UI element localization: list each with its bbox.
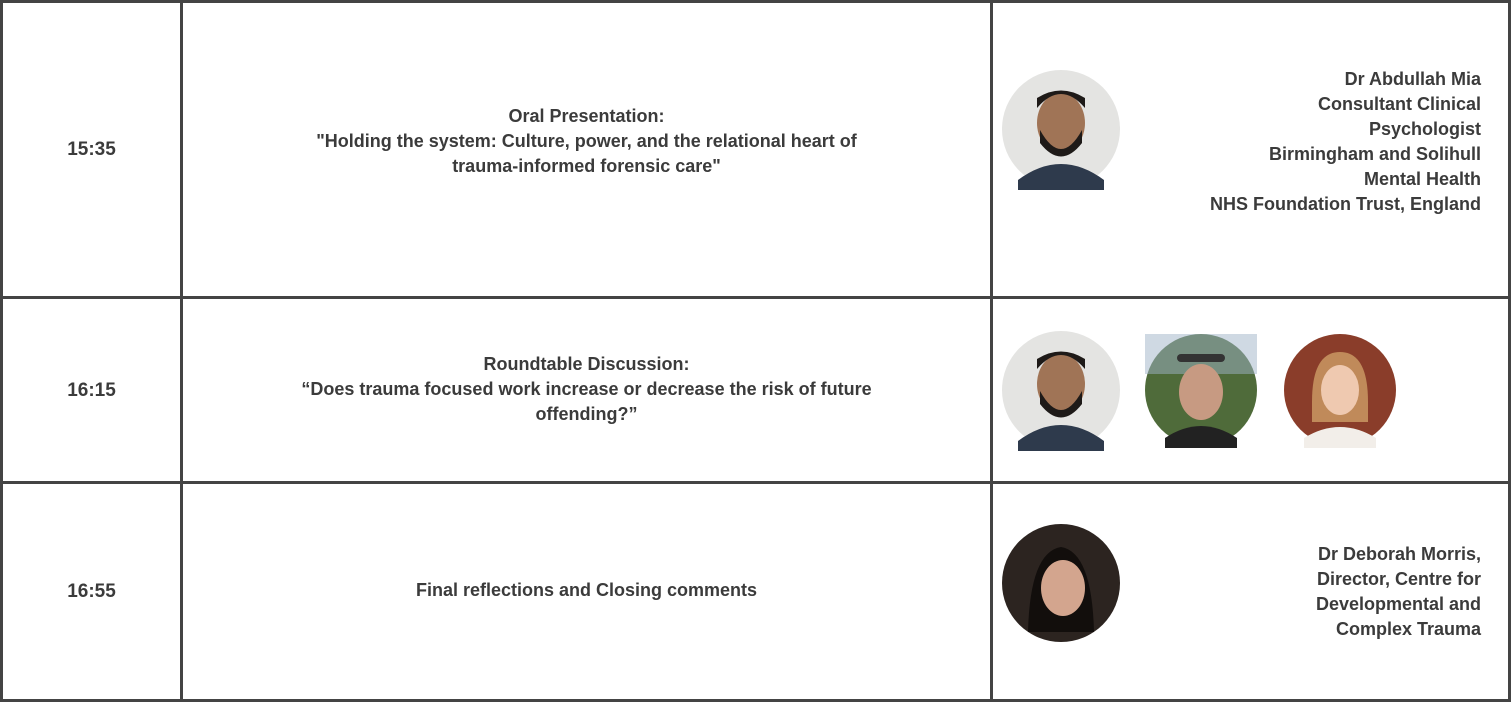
col-border <box>1508 0 1511 702</box>
session-line: trauma-informed forensic care" <box>452 156 721 176</box>
col-border <box>0 0 3 702</box>
speaker-photo <box>1002 524 1120 642</box>
session-cell: Roundtable Discussion: “Does trauma focus… <box>183 299 990 481</box>
row-border <box>0 481 1511 484</box>
speaker-line: Complex Trauma <box>1335 618 1481 639</box>
row-border <box>0 0 1511 3</box>
col-border <box>990 0 993 702</box>
speaker-line: Mental Health <box>1363 168 1481 189</box>
session-line: Roundtable Discussion: <box>483 353 690 374</box>
time-cell: 16:15 <box>3 299 180 481</box>
speaker-cell: Dr Deborah Morris, Director, Centre for De… <box>1130 484 1481 699</box>
speaker-line: Psychologist <box>1368 118 1481 139</box>
session-line: "Holding the system: Culture, power, and… <box>316 131 857 151</box>
session-line: Oral Presentation: <box>508 106 665 126</box>
speaker-line: Dr Deborah Morris, <box>1317 543 1481 564</box>
session-line: Final reflections and Closing comments <box>415 580 758 600</box>
time-cell: 15:35 <box>3 3 180 296</box>
speaker-photo <box>1145 334 1257 448</box>
speaker-line: Director, Centre for <box>1316 568 1481 589</box>
speaker-line: Developmental and <box>1315 593 1481 614</box>
speaker-photo <box>1284 334 1396 448</box>
speaker-line: Dr Abdullah Mia <box>1344 68 1481 89</box>
session-line: offending?” <box>535 403 638 424</box>
session-cell: Oral Presentation: "Holding the system: C… <box>183 3 990 296</box>
row-border <box>0 699 1511 702</box>
time-cell: 16:55 <box>3 484 180 699</box>
row-border <box>0 296 1511 299</box>
time: 16:15 <box>67 379 116 401</box>
speaker-line: Birmingham and Solihull <box>1268 143 1481 164</box>
speaker-line: NHS Foundation Trust, England <box>1210 193 1481 214</box>
session-cell: Final reflections and Closing comments <box>183 484 990 699</box>
speaker-photo <box>1002 331 1120 451</box>
speaker-line: Consultant Clinical <box>1317 93 1481 114</box>
time: 16:55 <box>67 581 116 602</box>
speaker-cell: Dr Abdullah Mia Consultant Clinical Psycho… <box>1130 3 1481 296</box>
speaker-photo <box>1002 70 1120 190</box>
session-line: “Does trauma focused work increase or de… <box>301 378 872 399</box>
time: 15:35 <box>67 139 116 160</box>
col-border <box>180 0 183 702</box>
